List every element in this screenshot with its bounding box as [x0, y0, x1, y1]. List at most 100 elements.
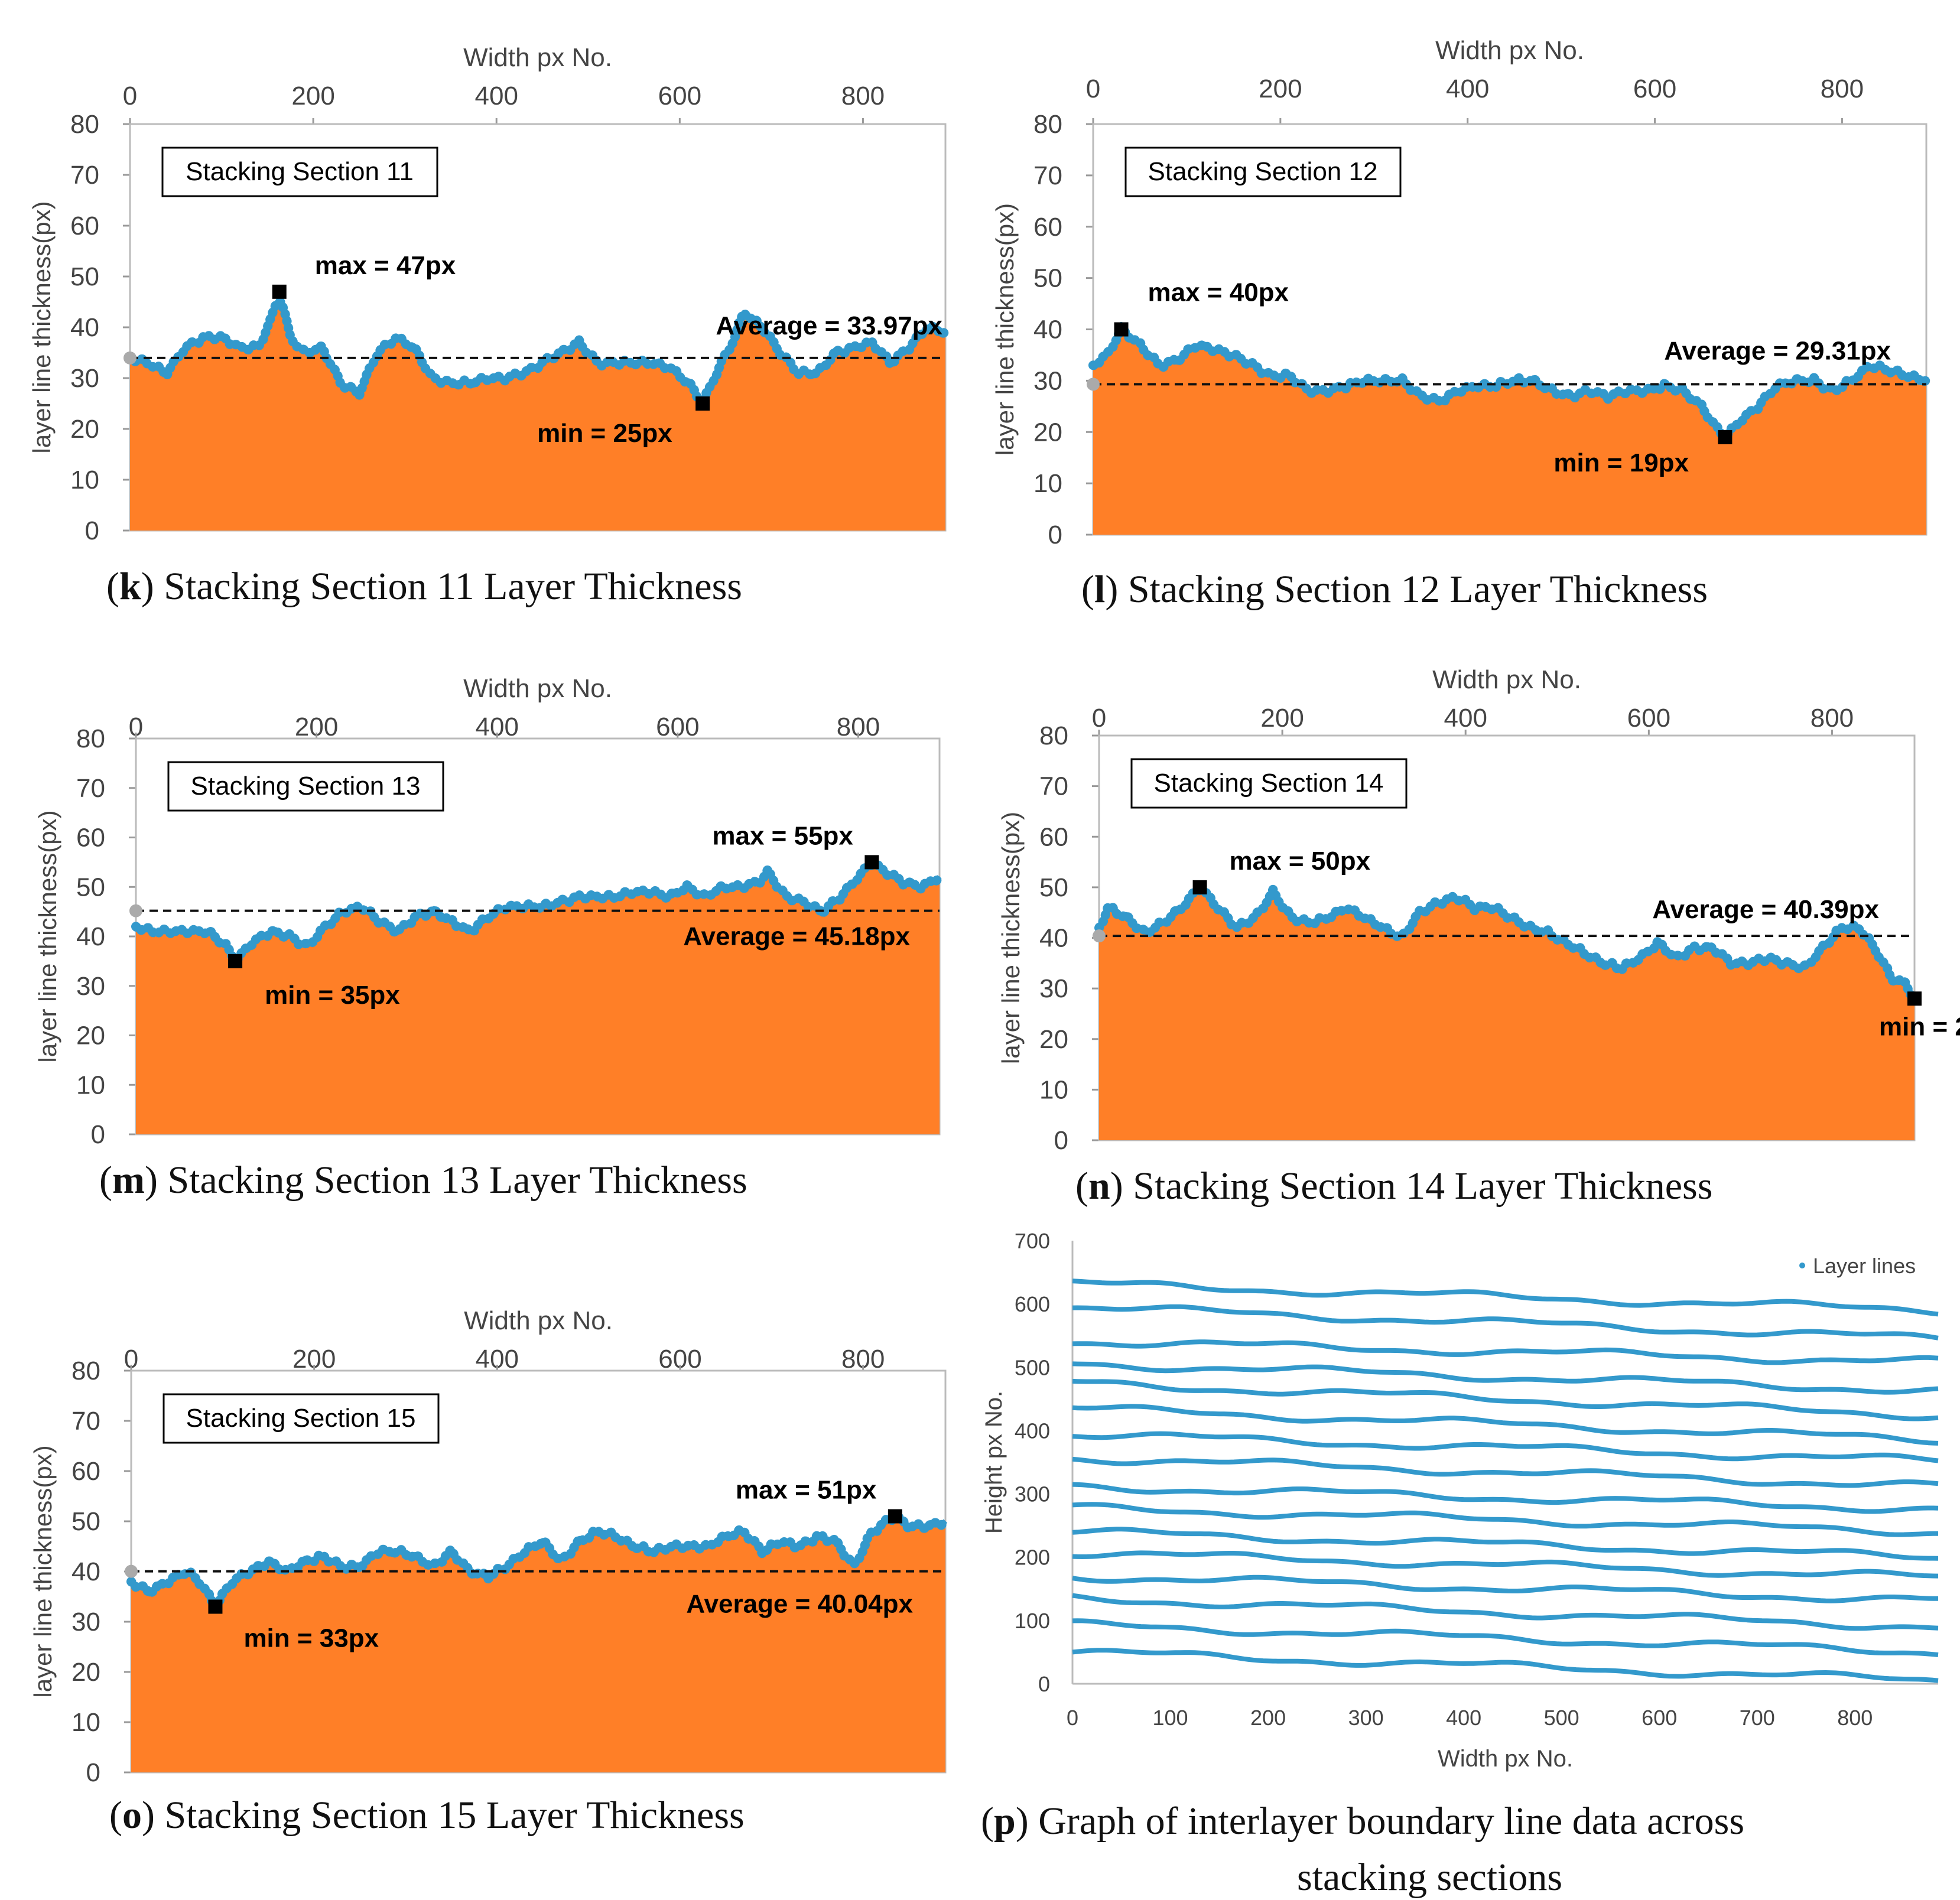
average-label: Average = 40.04px: [686, 1590, 913, 1619]
y-tick-label: 40: [76, 922, 105, 951]
caption-p-line2: stacking sections: [1297, 1856, 1563, 1899]
min-marker: [1907, 991, 1922, 1006]
thickness-area: [1099, 889, 1915, 1140]
x-tick-label: 0: [1092, 704, 1106, 733]
min-label: min = 33px: [243, 1624, 379, 1653]
y-tick-label: 40: [1033, 315, 1062, 344]
max-marker: [272, 284, 287, 299]
y-tick-label: 40: [70, 313, 99, 342]
max-label: max = 47px: [315, 251, 456, 280]
max-label: max = 40px: [1148, 278, 1289, 307]
y-tick-label: 20: [71, 1658, 100, 1687]
thickness-series-line: [128, 299, 947, 407]
caption-m: (m) Stacking Section 13 Layer Thickness: [99, 1159, 747, 1202]
layer-line: [1072, 1502, 1938, 1537]
y-tick-label: 500: [1015, 1355, 1050, 1380]
layer-line: [1072, 1648, 1939, 1683]
chart-panel-n: Width px No. 0 200 400 600 800 0 10 20 30 40 50 60 70…: [981, 638, 1960, 1232]
x-tick-label: 800: [1811, 704, 1854, 733]
x-tick-label: 400: [1446, 74, 1489, 103]
chart-l: Width px No. 0 200 400 600 800 0 10 20 30 40 50 60 70…: [991, 36, 1931, 549]
max-label: max = 50px: [1230, 847, 1371, 876]
layer-line: [1072, 1482, 1939, 1514]
chart-n: Width px No. 0 200 400 600 800 0 10 20 30 40 50 60 70…: [997, 665, 1960, 1155]
x-axis-label: Width px No.: [463, 43, 612, 72]
y-tick-label: 80: [71, 1356, 100, 1385]
x-tick-label: 200: [1250, 1706, 1286, 1730]
layer-line: [1072, 1404, 1939, 1446]
layer-line: [1072, 1593, 1939, 1631]
y-tick-label: 20: [76, 1021, 105, 1050]
average-label: Average = 33.97px: [716, 311, 942, 340]
max-marker: [1192, 880, 1207, 894]
thickness-area: [1093, 326, 1926, 535]
x-axis-label: Width px No.: [1438, 1746, 1573, 1772]
y-tick-label: 60: [76, 824, 105, 853]
y-tick-label: 50: [71, 1507, 100, 1536]
min-label: min = 28px: [1879, 1012, 1960, 1041]
x-tick-label: 700: [1740, 1706, 1775, 1730]
y-tick-label: 300: [1015, 1482, 1050, 1507]
y-tick-label: 0: [1038, 1672, 1050, 1696]
y-tick-label: 0: [1048, 520, 1062, 549]
layer-line: [1072, 1361, 1939, 1395]
y-tick-label: 10: [71, 1708, 100, 1737]
max-marker: [888, 1509, 902, 1524]
min-marker: [208, 1599, 223, 1614]
y-axis-label: layer line thickness(px): [28, 201, 56, 453]
section-title-box: [161, 147, 438, 197]
legend-marker: [1799, 1263, 1805, 1268]
x-tick-label: 800: [1837, 1706, 1873, 1730]
y-axis-label: layer line thickness(px): [29, 1445, 57, 1697]
y-tick-label: 60: [1033, 213, 1062, 242]
section-title: Stacking Section 12: [1148, 157, 1378, 186]
layer-line: [1072, 1339, 1939, 1365]
min-marker: [228, 954, 243, 968]
average-marker: [1093, 929, 1106, 943]
y-tick-label: 70: [70, 161, 99, 190]
y-tick-label: 80: [1033, 110, 1062, 139]
y-tick-label: 30: [1039, 974, 1068, 1003]
y-tick-label: 0: [1054, 1126, 1068, 1155]
chart-m: Width px No.0 200 400 600 800010203040506070…: [34, 674, 944, 1149]
y-axis-label: layer line thickness(px): [991, 203, 1019, 456]
thickness-series-line: [129, 1514, 948, 1609]
y-tick-label: 20: [1033, 418, 1062, 447]
x-axis-label: Width px No.: [464, 1306, 613, 1335]
y-tick-label: 10: [76, 1071, 105, 1099]
section-title: Stacking Section 15: [186, 1404, 416, 1433]
chart-panel-m: Width px No. 0 200 400 600 800 0 10 20 30 40 50 60 70…: [0, 638, 969, 1229]
x-tick-label: 800: [841, 82, 885, 110]
section-title-box: [1124, 147, 1402, 197]
layer-line: [1072, 1456, 1939, 1488]
average-label: Average = 40.39px: [1652, 895, 1879, 924]
x-tick-label: 100: [1152, 1706, 1188, 1730]
y-tick-label: 50: [1033, 264, 1062, 293]
y-tick-label: 30: [1033, 366, 1062, 395]
thickness-series-line: [1097, 886, 1917, 1001]
y-tick-label: 20: [1039, 1025, 1068, 1054]
y-tick-label: 70: [1033, 161, 1062, 190]
x-tick-label: 400: [1444, 704, 1487, 733]
average-marker: [129, 904, 142, 918]
chart-panel-l: Width px No. 0 200 400 600 800 0 10 20 30 40 50 60 70…: [981, 0, 1960, 617]
caption-l: (l) Stacking Section 12 Layer Thickness: [1081, 568, 1708, 611]
average-marker: [1087, 378, 1100, 391]
y-tick-label: 80: [76, 724, 105, 753]
caption-k: (k) Stacking Section 11 Layer Thickness: [106, 565, 742, 608]
average-marker: [123, 351, 136, 365]
chart-panel-k: Width px No. 0 200 400 600 800 0 10 20 30 40 50 60 70…: [0, 0, 969, 614]
x-tick-label: 500: [1544, 1706, 1579, 1730]
average-marker: [125, 1564, 138, 1578]
y-tick-label: 80: [70, 110, 99, 139]
layer-line: [1072, 1574, 1938, 1603]
y-tick-label: 70: [76, 774, 105, 803]
x-tick-label: 0: [1086, 74, 1100, 103]
y-tick-label: 700: [1015, 1229, 1050, 1253]
min-label: min = 25px: [537, 419, 672, 448]
y-axis-label: layer line thickness(px): [34, 810, 61, 1062]
x-tick-label: 200: [1260, 704, 1304, 733]
y-tick-label: 50: [76, 873, 105, 902]
average-label: Average = 29.31px: [1664, 336, 1891, 365]
min-marker: [1718, 430, 1733, 444]
